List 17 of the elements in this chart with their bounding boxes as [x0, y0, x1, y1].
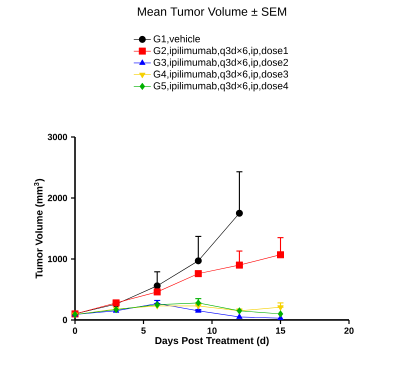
y-tick-label: 1000 — [48, 256, 68, 262]
y-tick-label: 2000 — [48, 194, 68, 202]
x-tick-label: 0 — [72, 328, 78, 334]
y-tick-label: 3000 — [48, 134, 68, 140]
legend-label: G3,ipilimumab,q3d×6,ip,dose2 — [154, 58, 288, 68]
legend-label: G1,vehicle — [154, 35, 200, 44]
x-tick-label: 15 — [276, 328, 286, 334]
y-axis-title: Tumor Volume (mm$^{3}$) — [34, 178, 45, 278]
legend-label: G5,ipilimumab,q3d×6,ip,dose4 — [154, 82, 288, 92]
x-tick-label: 20 — [344, 328, 354, 334]
y-tick-label: 0 — [62, 316, 68, 324]
x-axis-title: Days Post Treatment (d) — [155, 336, 269, 346]
legend-label: G4,ipilimumab,q3d×6,ip,dose3 — [154, 70, 288, 80]
x-tick-label: 5 — [141, 328, 146, 334]
chart-title: Mean Tumor Volume ± SEM — [138, 7, 286, 16]
x-tick-label: 10 — [208, 328, 217, 334]
legend-label: G2,ipilimumab,q3d×6,ip,dose1 — [154, 46, 288, 56]
